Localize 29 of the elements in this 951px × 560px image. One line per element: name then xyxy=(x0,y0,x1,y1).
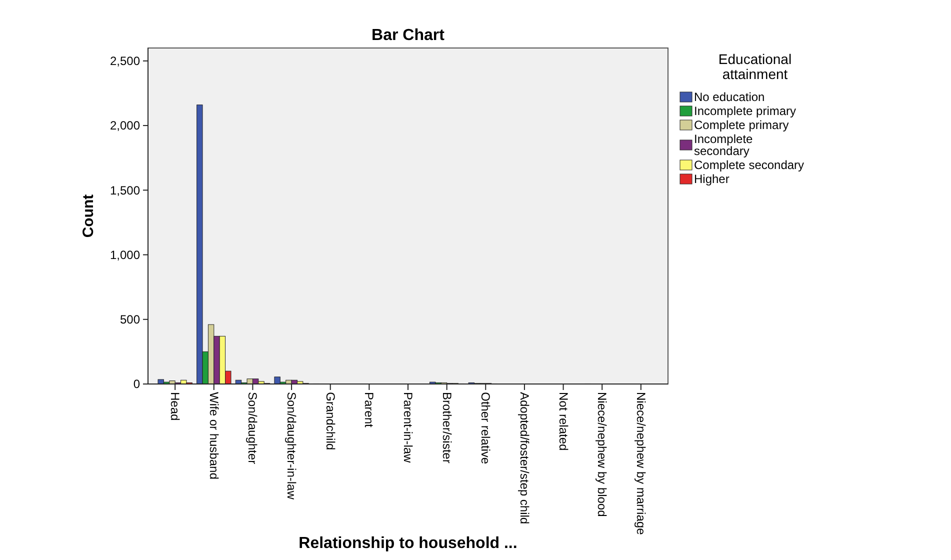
y-tick-label: 1,000 xyxy=(110,248,140,262)
x-tick-label: Son/daughter xyxy=(246,392,260,464)
y-axis-title: Count xyxy=(80,194,97,238)
y-tick-label: 2,000 xyxy=(110,118,140,133)
x-tick-label: Wife or husband xyxy=(206,392,221,480)
x-tick-label: Other relative xyxy=(478,392,493,464)
x-tick-label: Son/daughter-in-law xyxy=(284,392,299,500)
x-tick-label: Not related xyxy=(556,392,570,451)
y-tick-label: 2,500 xyxy=(110,54,140,68)
x-tick-label: Niece/nephew by blood xyxy=(595,392,610,517)
x-tick-label: Niece/nephew by marriage xyxy=(634,392,648,536)
legend-label: Higher xyxy=(694,172,730,186)
y-tick-label: 0 xyxy=(133,377,140,392)
legend-label: Complete secondary xyxy=(694,158,804,172)
legend-label: Incomplete secondary xyxy=(694,132,754,158)
legend-label: Incomplete primary xyxy=(694,104,796,118)
x-axis-title: Relationship to household ... xyxy=(298,535,518,552)
x-tick-label: Parent-in-law xyxy=(401,392,415,464)
legend-label: No education xyxy=(694,90,765,104)
chart-title: Bar Chart xyxy=(372,27,446,44)
legend-label: Complete primary xyxy=(694,118,789,132)
x-tick-label: Head xyxy=(168,392,182,421)
x-tick-label: Grandchild xyxy=(323,392,338,450)
y-tick-label: 500 xyxy=(120,312,140,327)
y-tick-label: 1,500 xyxy=(110,183,140,198)
x-tick-label: Parent xyxy=(362,392,376,428)
legend-title: Educational attainment xyxy=(718,51,792,82)
x-tick-label: Brother/sister xyxy=(440,392,454,464)
x-tick-label: Adopted/foster/step child xyxy=(517,392,532,524)
